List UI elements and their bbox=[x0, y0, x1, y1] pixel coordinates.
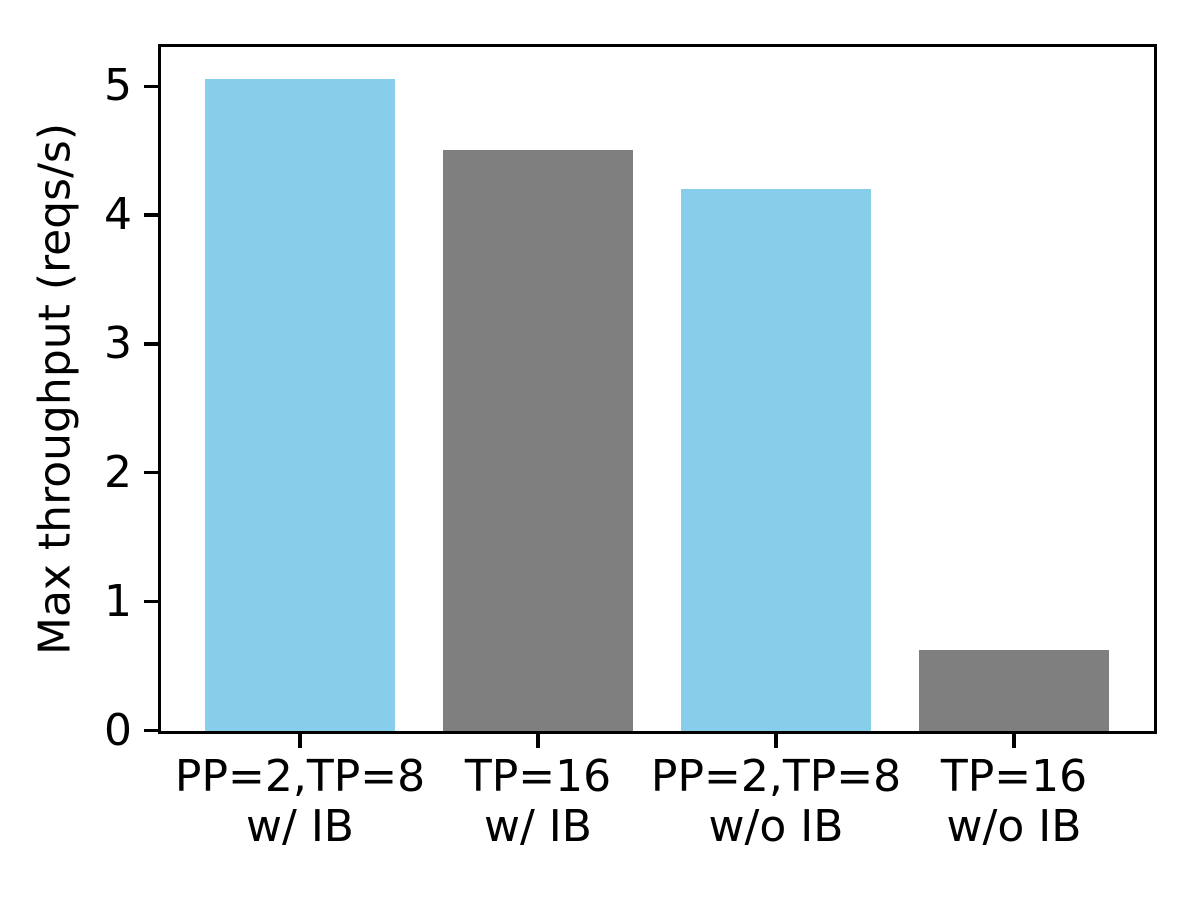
y-tick-mark bbox=[144, 342, 158, 346]
y-tick-mark bbox=[144, 84, 158, 88]
x-tick-mark bbox=[774, 734, 778, 748]
bar-0 bbox=[204, 78, 395, 731]
x-tick-label: PP=2,TP=8 w/ IB bbox=[174, 751, 426, 852]
x-tick-mark bbox=[1012, 734, 1016, 748]
y-tick-mark bbox=[144, 213, 158, 217]
x-tick-label: TP=16 w/ IB bbox=[464, 751, 612, 852]
y-tick-label: 1 bbox=[104, 575, 132, 627]
plot-area bbox=[158, 44, 1157, 734]
y-tick-label: 3 bbox=[104, 317, 132, 369]
bar-3 bbox=[918, 649, 1109, 731]
y-tick-mark bbox=[144, 471, 158, 475]
y-tick-label: 4 bbox=[104, 189, 132, 241]
x-tick-mark bbox=[536, 734, 540, 748]
x-tick-label: TP=16 w/o IB bbox=[940, 751, 1088, 852]
y-tick-mark bbox=[144, 728, 158, 733]
y-tick-label: 0 bbox=[104, 704, 132, 756]
y-tick-label: 2 bbox=[104, 446, 132, 498]
x-tick-label: PP=2,TP=8 w/o IB bbox=[650, 751, 902, 852]
x-tick-mark bbox=[298, 734, 302, 748]
bar-1 bbox=[442, 149, 633, 731]
y-tick-label: 5 bbox=[104, 60, 132, 112]
bar-2 bbox=[680, 188, 871, 731]
y-tick-mark bbox=[144, 599, 158, 604]
